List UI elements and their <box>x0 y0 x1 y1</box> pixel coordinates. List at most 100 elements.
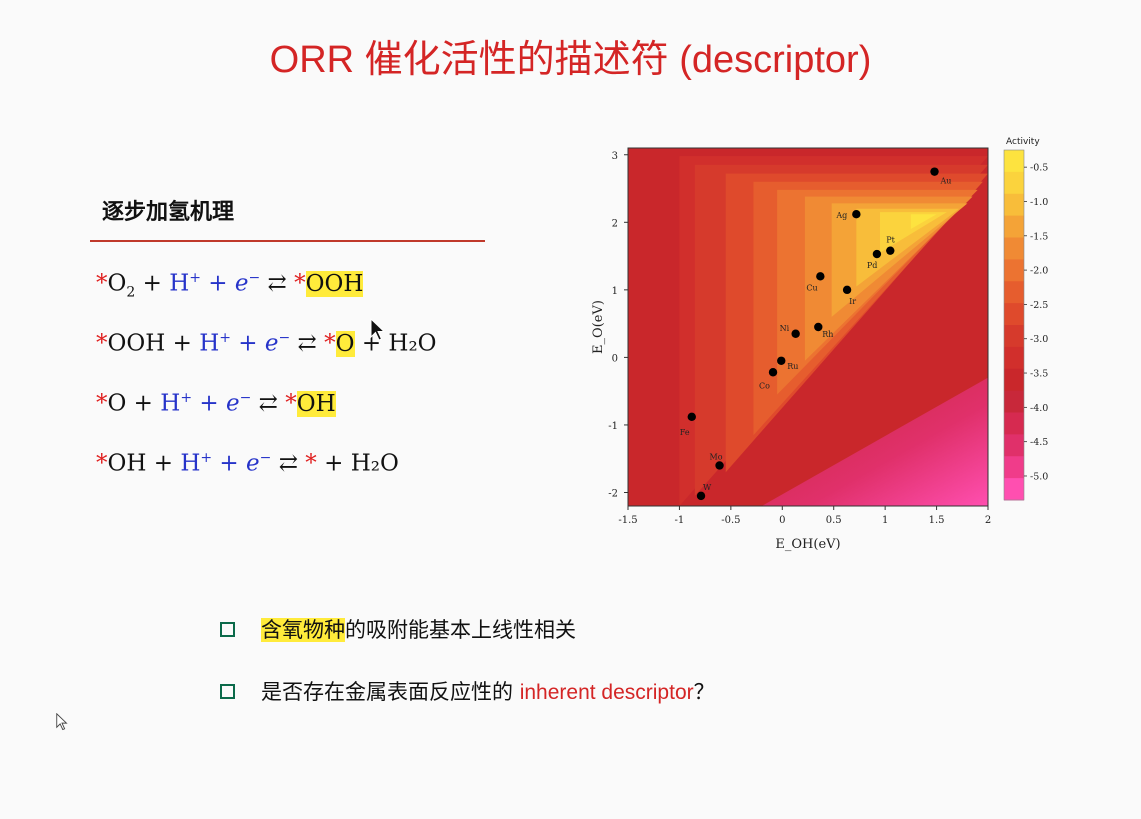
product: OOH <box>305 270 364 297</box>
equation-2: *OOH + H+ + e− ⇄ *O + H₂O <box>96 330 437 360</box>
electron: e <box>264 330 279 357</box>
adsorption-star: * <box>96 330 108 357</box>
section-heading: 逐步加氢机理 <box>102 200 235 225</box>
plus: + <box>126 390 161 417</box>
proton: H <box>160 390 181 417</box>
colorbar-band <box>1004 259 1024 282</box>
y-axis-label: E_O(eV) <box>591 300 606 354</box>
plus: + <box>165 330 200 357</box>
plus: + <box>146 450 181 477</box>
activity-contour-band <box>880 212 947 253</box>
data-point-label: Ru <box>787 362 798 371</box>
electron: e <box>246 450 260 477</box>
product-tail: + H₂O <box>316 450 399 477</box>
electron-charge: − <box>278 330 291 346</box>
colorbar-tick-label: -5.0 <box>1030 471 1048 482</box>
equation-3: *O + H+ + e− ⇄ *OH <box>96 390 336 420</box>
data-point <box>777 356 786 365</box>
colorbar-band <box>1004 193 1024 217</box>
adsorption-star: * <box>305 450 317 477</box>
equilibrium-arrow: ⇄ <box>260 270 295 297</box>
activity-contour-band <box>910 214 937 230</box>
mouse-pointer-icon <box>56 713 68 731</box>
colorbar-tick-label: -3.0 <box>1030 334 1048 345</box>
x-tick-label: -1 <box>675 515 685 526</box>
colorbar-tick-label: -2.0 <box>1030 266 1048 277</box>
data-point-label: W <box>703 483 712 492</box>
y-tick-label: 1 <box>612 286 618 297</box>
electron: e <box>234 270 249 297</box>
data-point-label: Pt <box>886 236 895 245</box>
colorbar-tick-label: -4.0 <box>1030 403 1048 414</box>
heatmap-low-activity-region <box>761 377 988 506</box>
y-tick-label: 3 <box>612 151 618 162</box>
plus: + <box>212 450 247 477</box>
data-point-label: Pd <box>867 261 878 270</box>
data-point <box>852 209 861 219</box>
bullet-text: 的吸附能基本上线性相关 <box>345 618 576 642</box>
colorbar-band <box>1004 346 1024 370</box>
bullet-2: 是否存在金属表面反应性的 inherent descriptor？ <box>220 676 715 706</box>
colorbar-tick-label: -2.5 <box>1030 300 1048 311</box>
colorbar-band <box>1004 434 1024 457</box>
colorbar-band <box>1004 237 1024 260</box>
bullet-1: 含氧物种的吸附能基本上线性相关 <box>220 614 576 644</box>
bullet-text: 是否存在金属表面反应性的 <box>261 680 520 704</box>
x-tick-label: -1.5 <box>618 515 637 526</box>
plus: + <box>200 270 235 297</box>
adsorption-star: * <box>285 390 297 417</box>
colorbar-band <box>1004 171 1024 195</box>
data-point <box>872 249 882 259</box>
reactant: O <box>107 270 127 297</box>
colorbar-frame <box>1003 149 1025 501</box>
y-tick-label: 0 <box>612 353 618 364</box>
equation-1: *O2 + H+ + e− ⇄ *OOH <box>96 270 364 301</box>
plus: + <box>230 330 265 357</box>
electron: e <box>225 390 240 417</box>
colorbar-band <box>1004 150 1024 173</box>
data-point-label: Ni <box>780 324 790 333</box>
plot-frame <box>627 147 989 507</box>
adsorption-star: * <box>324 330 336 357</box>
adsorption-star: * <box>96 390 108 417</box>
colorbar-tick-label: -3.5 <box>1030 369 1048 380</box>
x-tick-label: 2 <box>985 515 991 526</box>
adsorption-star: * <box>96 450 108 477</box>
data-point-label: Co <box>759 381 770 390</box>
reactant-subscript: 2 <box>126 284 136 301</box>
equilibrium-arrow: ⇄ <box>251 390 286 417</box>
x-tick-label: -0.5 <box>721 515 740 526</box>
bullet-highlight: 含氧物种 <box>261 618 345 642</box>
square-bullet-icon <box>220 683 235 699</box>
x-tick-label: 1.5 <box>929 515 945 526</box>
colorbar-tick-label: -4.5 <box>1030 437 1048 448</box>
colorbar-band <box>1004 215 1024 238</box>
colorbar-tick-label: -1.0 <box>1030 197 1048 208</box>
data-point <box>886 246 895 255</box>
plus: + <box>135 270 170 297</box>
x-tick-label: 1 <box>882 515 888 526</box>
data-point <box>715 461 724 470</box>
product: OH <box>296 390 336 417</box>
proton: H <box>180 450 201 477</box>
bullet-red-text: inherent descriptor <box>519 681 694 704</box>
reactant: O <box>107 390 127 417</box>
y-tick-label: -1 <box>608 421 618 432</box>
electron-charge: − <box>259 450 272 466</box>
x-axis-label: E_OH(eV) <box>775 537 840 552</box>
x-tick-label: 0.5 <box>826 515 842 526</box>
data-point <box>791 329 800 338</box>
reactant: OH <box>107 450 147 477</box>
adsorption-star: * <box>294 270 306 297</box>
equilibrium-arrow: ⇄ <box>271 450 306 477</box>
proton-charge: + <box>200 450 213 466</box>
data-point-label: Rh <box>822 330 833 339</box>
colorbar-title: Activity <box>1006 137 1040 147</box>
adsorption-star: * <box>96 270 108 297</box>
mouse-cursor-icon <box>370 318 386 341</box>
data-point <box>816 272 825 281</box>
data-point <box>930 167 939 176</box>
reactant: OOH <box>107 330 166 357</box>
proton-charge: + <box>189 270 201 286</box>
product-tail: + H₂O <box>354 330 437 357</box>
